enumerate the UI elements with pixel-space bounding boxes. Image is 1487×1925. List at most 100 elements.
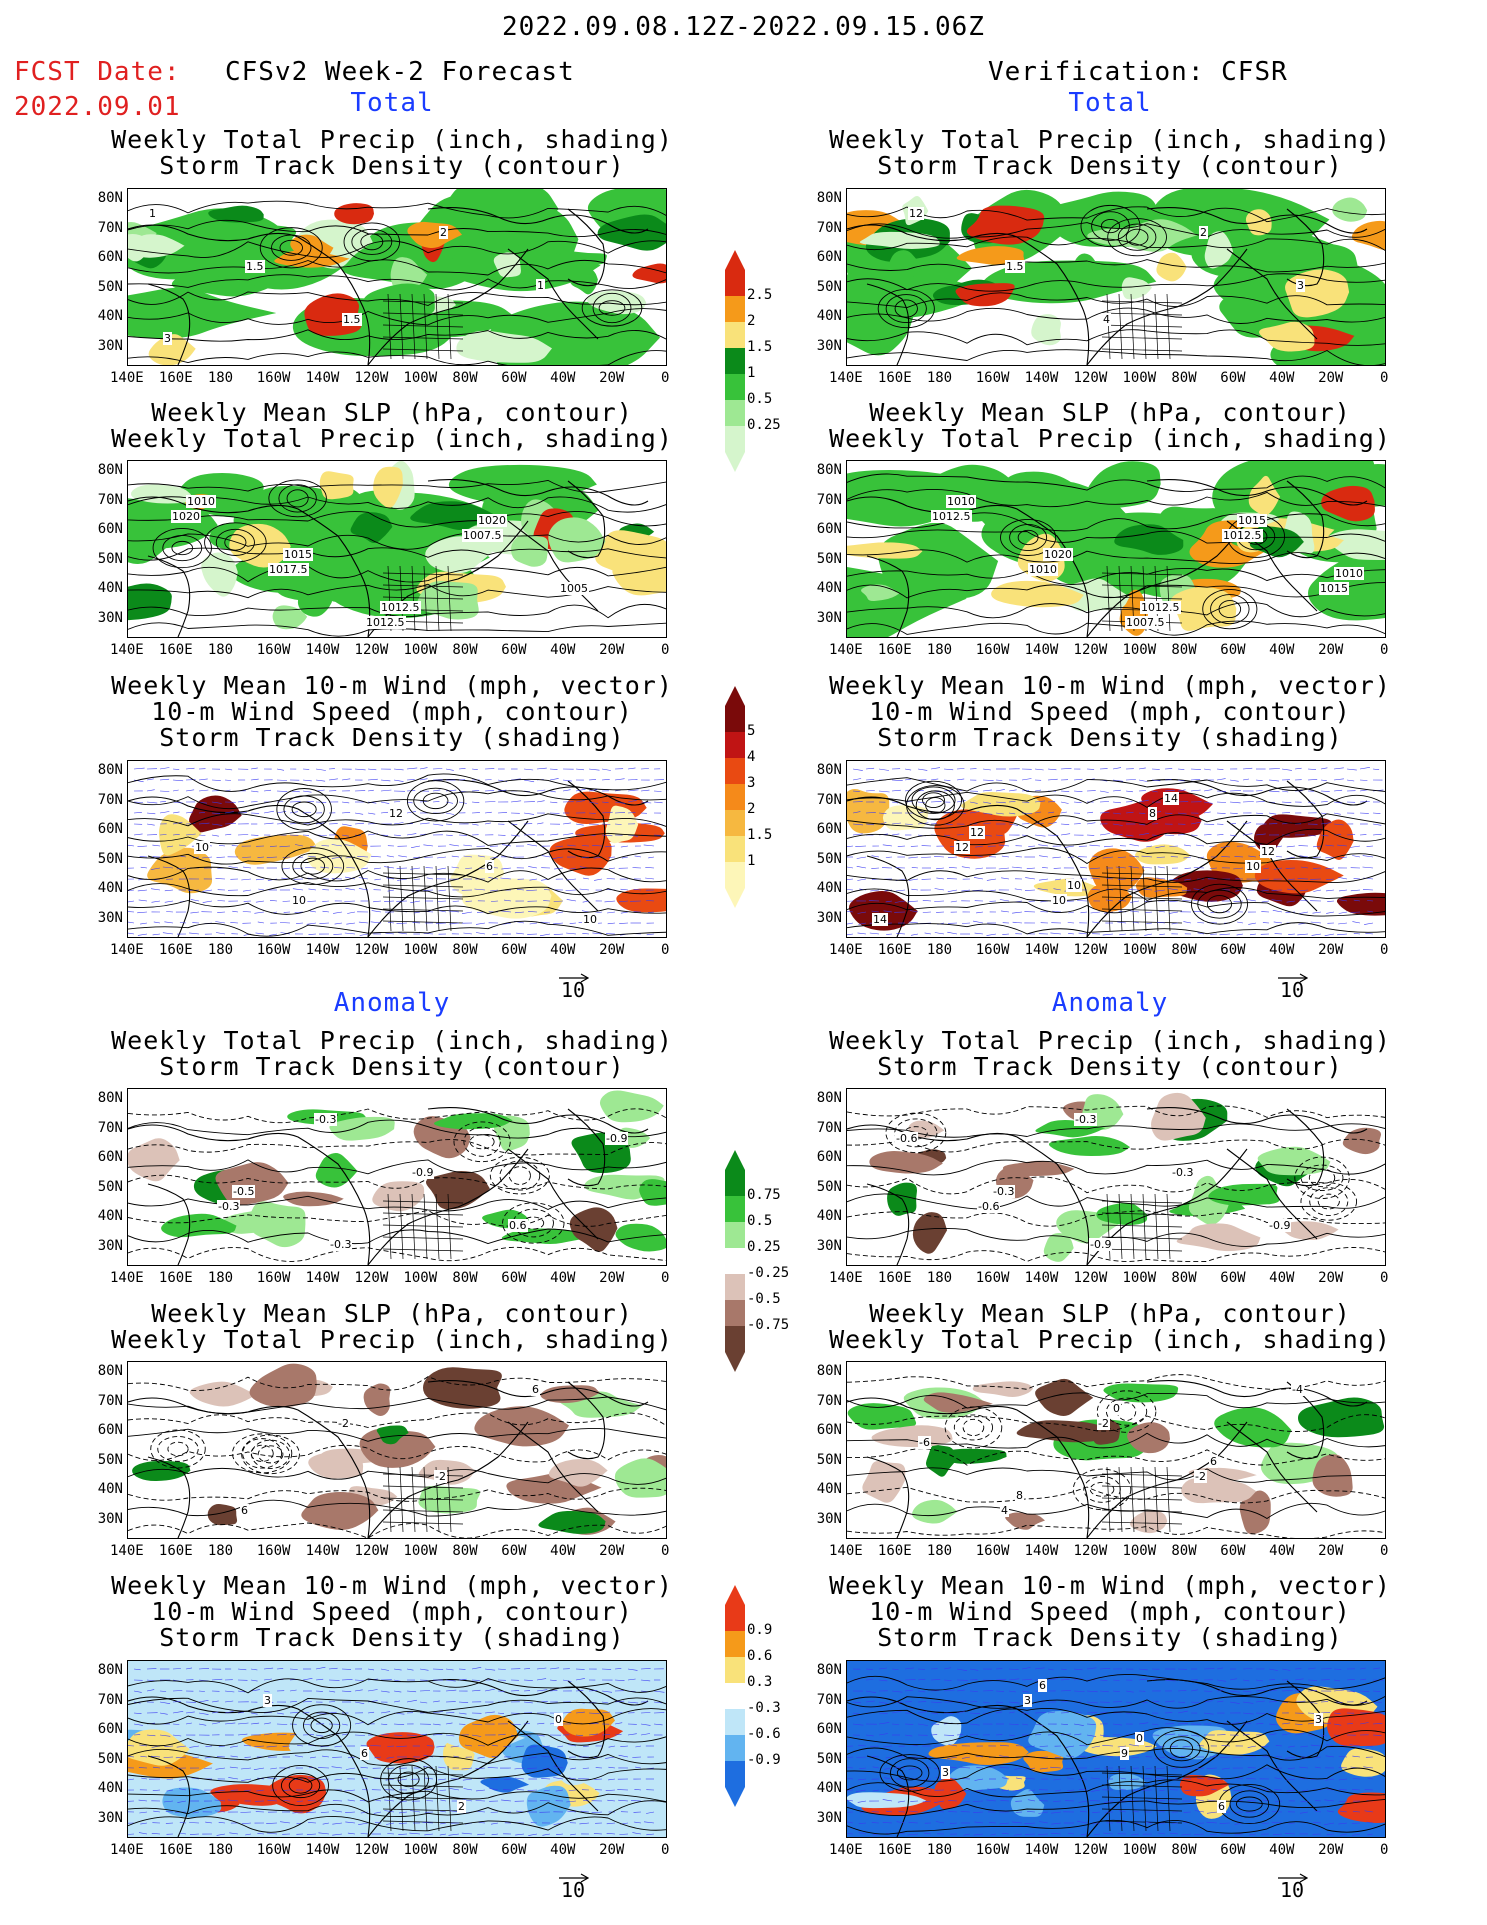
lat-tick-label: 80N (816, 190, 842, 206)
colorbar-tick-label: 0.25 (747, 417, 781, 433)
lon-tick-label: 40W (1269, 642, 1295, 658)
lon-tick-label: 160W (975, 642, 1010, 658)
panel-title-line: 10-m Wind Speed (mph, contour) (869, 697, 1351, 726)
colorbar-segment (725, 836, 745, 862)
lat-tick-label: 40N (97, 308, 123, 324)
colorbar-tick-label: 0.3 (747, 1674, 773, 1690)
lon-tick-label: 40W (550, 1842, 576, 1858)
lon-tick-label: 100W (1122, 370, 1157, 386)
colorbar-bottom-cap (725, 452, 745, 472)
lon-tick-label: 160W (256, 370, 291, 386)
lon-tick-label: 40W (550, 1270, 576, 1286)
lon-tick-label: 20W (599, 1543, 625, 1559)
reference-vector-arrow (1278, 968, 1309, 983)
shading-blob (147, 847, 213, 894)
colorbar-segment (725, 1605, 745, 1631)
lon-tick-label: 140E (110, 1842, 144, 1858)
colorbar-tick-label: 1 (747, 365, 756, 381)
map-canvas (128, 1362, 666, 1538)
forecast-column-title: CFSv2 Week-2 Forecast (225, 57, 575, 87)
lat-tick-label: 40N (816, 308, 842, 324)
colorbar-segment (725, 1631, 745, 1657)
shading-blob (301, 1491, 379, 1530)
lat-tick-label: 30N (816, 337, 842, 354)
lon-tick-label: 20W (1318, 370, 1344, 386)
lon-tick-label: 160E (877, 642, 912, 658)
contour-label: 14 (1163, 792, 1179, 805)
shading-blob (847, 1403, 917, 1430)
map-panel-fc-anom-wind: 3 6 2 0 (127, 1660, 667, 1838)
shading-blob (208, 205, 264, 223)
shading-blob (1151, 808, 1202, 835)
map-panel-fc-total-precip: 1 1.5 1.5 2 1 3 (127, 188, 667, 366)
panel-title-line: Storm Track Density (contour) (159, 1052, 625, 1081)
colorbar-segment (725, 1709, 745, 1735)
lon-tick-label: 100W (1122, 1543, 1157, 1559)
map-panel-fc-total-slp: 1020 1017.5 1012.5 1007.5 1005 1010 1015 1012.5… (127, 460, 667, 638)
panel-title-line: Weekly Total Precip (inch, shading) (829, 424, 1391, 453)
lon-tick-label: 160E (158, 642, 193, 658)
lon-tick-label: 40W (1269, 1270, 1295, 1286)
contour-label: 1017.5 (268, 563, 309, 576)
shading-blob (329, 1116, 395, 1141)
lat-tick-label: 50N (97, 1178, 123, 1195)
shading-blob (1204, 231, 1234, 269)
lon-tick-label: 80W (1171, 370, 1197, 386)
contour-label: 12 (1260, 845, 1276, 858)
lon-tick-label: 20W (1318, 642, 1344, 658)
shading-blob (493, 252, 521, 278)
reference-vector-label: 10 (561, 978, 586, 1002)
shading-blob (456, 330, 552, 363)
lat-tick-label: 40N (97, 1481, 123, 1497)
contour-label: -0.3 (992, 1185, 1016, 1198)
colorbar-tick-label: -0.5 (747, 1291, 781, 1307)
reference-vector-arrow (559, 1868, 590, 1883)
panel-title-line: Weekly Mean SLP (hPa, contour) (869, 1299, 1351, 1328)
lat-tick-label: 60N (97, 521, 123, 537)
contour-label: 12 (908, 207, 924, 220)
lon-tick-label: 100W (1122, 1842, 1157, 1858)
lon-tick-label: 140E (829, 1270, 863, 1286)
colorbar-bottom-cap (725, 888, 745, 908)
panel-title-line: Weekly Total Precip (inch, shading) (829, 1026, 1391, 1055)
contour-label: 1015 (1319, 582, 1349, 595)
lon-tick-label: 40W (1269, 1543, 1295, 1559)
panel-title-line: 10-m Wind Speed (mph, contour) (869, 1597, 1351, 1626)
shading-blob (521, 1744, 568, 1778)
lon-tick-label: 140E (110, 370, 144, 386)
lat-tick-label: 40N (816, 1208, 842, 1224)
panel-title-line: Weekly Total Precip (inch, shading) (111, 424, 673, 453)
shading-blob (1214, 1407, 1292, 1448)
shading-blob (373, 466, 403, 508)
colorbar-precip_total (725, 250, 745, 472)
lon-tick-label: 180 (926, 1543, 953, 1559)
lon-tick-label: 100W (403, 1543, 438, 1559)
panel-title-line: Weekly Mean SLP (hPa, contour) (151, 398, 633, 427)
lat-tick-label: 70N (97, 791, 123, 808)
contour-label: 6 (1217, 1800, 1226, 1813)
colorbar-segment (725, 1300, 745, 1326)
lon-tick-label: 20W (1318, 942, 1344, 958)
lon-tick-label: 80W (452, 642, 478, 658)
shading-blob (1297, 1397, 1385, 1438)
colorbar-segment (725, 1222, 745, 1248)
colorbar-tick-label: 1.5 (747, 827, 773, 843)
lat-tick-label: 60N (97, 1422, 123, 1438)
panel-title-line: 10-m Wind Speed (mph, contour) (151, 1597, 633, 1626)
lon-tick-label: 160W (975, 942, 1010, 958)
lat-tick-label: 80N (97, 762, 123, 778)
lon-tick-label: 100W (1122, 1270, 1157, 1286)
lon-tick-label: 120W (354, 1270, 389, 1286)
shading-blob (1048, 1136, 1131, 1156)
contour-label: 10 (194, 841, 210, 854)
shading-blob (1337, 1792, 1385, 1823)
forecast-total-label: Total (350, 88, 434, 118)
colorbar-tick-label: -0.6 (747, 1726, 781, 1742)
shading-blob (548, 1459, 608, 1487)
shading-blob (616, 888, 666, 913)
panel-title-line: Weekly Mean 10-m Wind (mph, vector) (829, 1571, 1391, 1600)
lon-tick-label: 60W (1220, 1270, 1246, 1286)
shading-blob (1035, 1378, 1094, 1416)
colorbar-tick-label: 3 (747, 775, 756, 791)
